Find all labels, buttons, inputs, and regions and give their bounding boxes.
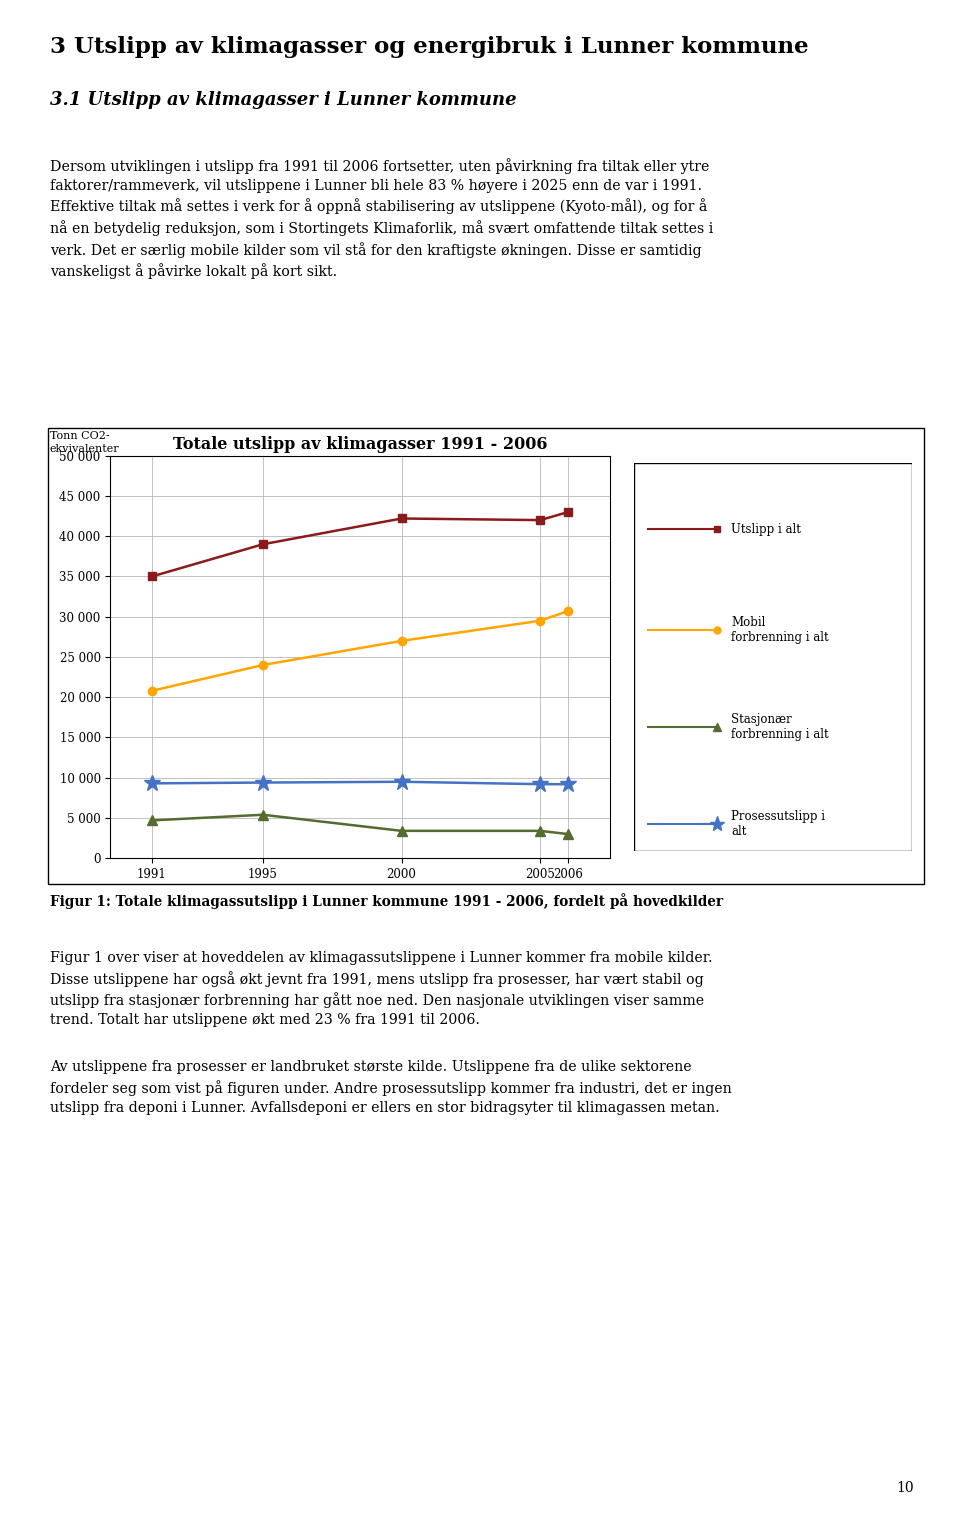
Mobil
forbrenning i alt bbox=[535, 612, 546, 630]
Stasjonær
forbrenning i alt bbox=[146, 811, 157, 829]
Prosessutslipp i
alt bbox=[535, 775, 546, 793]
Text: 10: 10 bbox=[897, 1481, 914, 1495]
Text: Dersom utviklingen i utslipp fra 1991 til 2006 fortsetter, uten påvirkning fra t: Dersom utviklingen i utslipp fra 1991 ti… bbox=[50, 158, 713, 279]
Prosessutslipp i
alt bbox=[146, 775, 157, 793]
Prosessutslipp i
alt bbox=[257, 773, 269, 791]
Mobil
forbrenning i alt bbox=[146, 682, 157, 700]
Stasjonær
forbrenning i alt bbox=[257, 805, 269, 823]
Line: Utslipp i alt: Utslipp i alt bbox=[148, 507, 572, 580]
Mobil
forbrenning i alt bbox=[563, 602, 574, 620]
Text: Mobil
forbrenning i alt: Mobil forbrenning i alt bbox=[732, 615, 828, 644]
Mobil
forbrenning i alt bbox=[257, 656, 269, 674]
Text: 3.1 Utslipp av klimagasser i Lunner kommune: 3.1 Utslipp av klimagasser i Lunner komm… bbox=[50, 91, 516, 109]
Text: Tonn CO2-
ekvivalenter: Tonn CO2- ekvivalenter bbox=[50, 431, 120, 454]
Title: Totale utslipp av klimagasser 1991 - 2006: Totale utslipp av klimagasser 1991 - 200… bbox=[173, 436, 547, 453]
Utslipp i alt bbox=[396, 509, 407, 527]
Stasjonær
forbrenning i alt bbox=[396, 822, 407, 840]
Stasjonær
forbrenning i alt bbox=[535, 822, 546, 840]
Text: Prosessutslipp i
alt: Prosessutslipp i alt bbox=[732, 810, 825, 837]
Text: Figur 1: Totale klimagassutslipp i Lunner kommune 1991 - 2006, fordelt på hovedk: Figur 1: Totale klimagassutslipp i Lunne… bbox=[50, 893, 723, 908]
Text: Figur 1 over viser at hoveddelen av klimagassutslippene i Lunner kommer fra mobi: Figur 1 over viser at hoveddelen av klim… bbox=[50, 951, 712, 1027]
Text: Av utslippene fra prosesser er landbruket største kilde. Utslippene fra de ulike: Av utslippene fra prosesser er landbruke… bbox=[50, 1060, 732, 1115]
Utslipp i alt bbox=[535, 510, 546, 529]
Line: Stasjonær
forbrenning i alt: Stasjonær forbrenning i alt bbox=[147, 810, 573, 838]
Line: Mobil
forbrenning i alt: Mobil forbrenning i alt bbox=[148, 608, 572, 696]
Mobil
forbrenning i alt bbox=[396, 632, 407, 650]
Text: 3 Utslipp av klimagasser og energibruk i Lunner kommune: 3 Utslipp av klimagasser og energibruk i… bbox=[50, 36, 808, 58]
Utslipp i alt bbox=[257, 535, 269, 553]
Utslipp i alt bbox=[563, 503, 574, 521]
Stasjonær
forbrenning i alt bbox=[563, 825, 574, 843]
Prosessutslipp i
alt bbox=[396, 773, 407, 791]
Line: Prosessutslipp i
alt: Prosessutslipp i alt bbox=[144, 773, 576, 793]
Text: Utslipp i alt: Utslipp i alt bbox=[732, 523, 801, 536]
Prosessutslipp i
alt bbox=[563, 775, 574, 793]
Utslipp i alt bbox=[146, 568, 157, 586]
Text: Stasjonær
forbrenning i alt: Stasjonær forbrenning i alt bbox=[732, 712, 828, 741]
